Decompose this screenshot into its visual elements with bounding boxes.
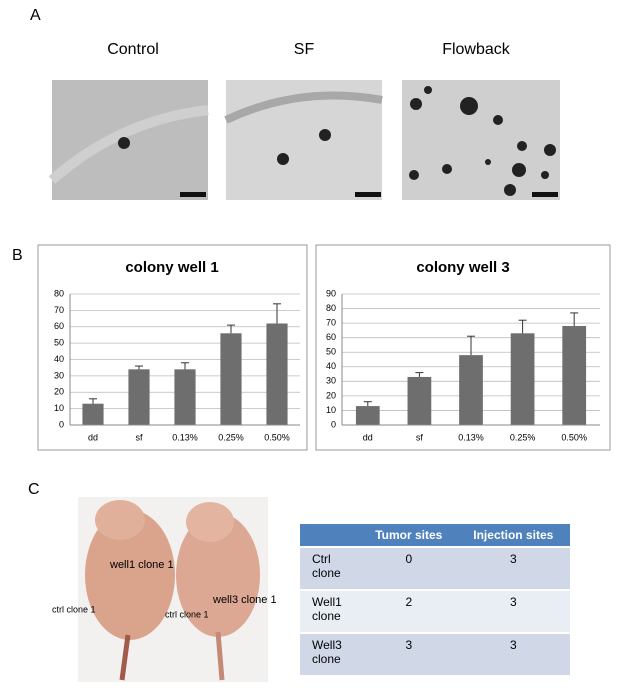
row-label: Well3 clone	[300, 634, 361, 675]
error-bar	[181, 362, 189, 370]
header-cell	[300, 524, 361, 546]
results-table: Tumor sites Injection sites Ctrl clone 0 3…	[300, 522, 570, 677]
x-tick-label: 0.50%	[264, 432, 290, 442]
bar	[510, 333, 535, 425]
y-tick-label: 10	[326, 405, 336, 415]
y-tick-label: 90	[326, 288, 336, 298]
y-tick-label: 70	[326, 317, 336, 327]
x-tick-label: dd	[363, 432, 373, 442]
chart-title: colony well 1	[125, 259, 218, 276]
bar	[220, 333, 242, 425]
panel-label: B	[12, 247, 23, 264]
x-tick-label: dd	[88, 432, 98, 442]
x-tick-label: sf	[416, 432, 424, 442]
photo-label: ctrl clone 1	[165, 609, 209, 619]
panel-label: A	[30, 7, 41, 24]
y-tick-label: 30	[54, 370, 64, 380]
bar	[562, 326, 587, 425]
bar	[407, 376, 432, 425]
y-tick-label: 10	[54, 403, 64, 413]
y-tick-label: 60	[326, 332, 336, 342]
bar	[128, 369, 150, 425]
y-tick-label: 80	[326, 303, 336, 313]
cell: 3	[456, 548, 570, 589]
error-bar	[135, 365, 143, 370]
cell: 3	[456, 634, 570, 675]
error-bar	[570, 312, 579, 327]
y-tick-label: 40	[54, 354, 64, 364]
mouse-photo	[78, 497, 268, 682]
y-tick-label: 70	[54, 305, 64, 315]
y-tick-label: 30	[326, 376, 336, 386]
image-title: Flowback	[442, 41, 511, 58]
bar	[266, 323, 288, 425]
y-tick-label: 50	[54, 338, 64, 348]
chart-title: colony well 3	[416, 259, 509, 276]
y-tick-label: 40	[326, 361, 336, 371]
bar	[459, 355, 483, 425]
x-tick-label: 0.13%	[458, 432, 484, 442]
y-tick-label: 80	[54, 288, 64, 298]
bar	[174, 369, 196, 425]
error-bar	[227, 324, 235, 334]
cell: 2	[361, 591, 457, 632]
error-bar	[363, 401, 372, 407]
cell: 3	[456, 591, 570, 632]
photo-label: well1 clone 1	[109, 559, 174, 571]
image-title: SF	[294, 41, 315, 58]
y-tick-label: 0	[331, 419, 336, 429]
x-tick-label: 0.25%	[510, 432, 536, 442]
row-label: Ctrl clone	[300, 548, 361, 589]
y-tick-label: 0	[59, 419, 64, 429]
micrograph	[48, 80, 209, 200]
error-bar	[273, 303, 281, 324]
y-tick-label: 20	[326, 390, 336, 400]
error-bar	[518, 319, 527, 334]
photo-label: well3 clone 1	[212, 594, 277, 606]
x-tick-label: 0.50%	[561, 432, 587, 442]
micrograph	[224, 80, 383, 200]
bar	[355, 406, 380, 425]
panel-label: C	[28, 481, 40, 498]
error-bar	[467, 335, 475, 356]
cell: 0	[361, 548, 457, 589]
y-tick-label: 60	[54, 321, 64, 331]
header-cell: Injection sites	[456, 524, 570, 546]
photo-label: ctrl clone 1	[52, 604, 96, 614]
row-label: Well1 clone	[300, 591, 361, 632]
bar	[82, 403, 104, 425]
error-bar	[89, 398, 97, 404]
x-tick-label: sf	[135, 432, 143, 442]
y-tick-label: 50	[326, 347, 336, 357]
x-tick-label: 0.13%	[172, 432, 198, 442]
header-cell: Tumor sites	[361, 524, 457, 546]
error-bar	[415, 372, 424, 377]
image-title: Control	[107, 41, 159, 58]
cell: 3	[361, 634, 457, 675]
x-tick-label: 0.25%	[218, 432, 244, 442]
y-tick-label: 20	[54, 387, 64, 397]
micrograph	[402, 80, 560, 200]
